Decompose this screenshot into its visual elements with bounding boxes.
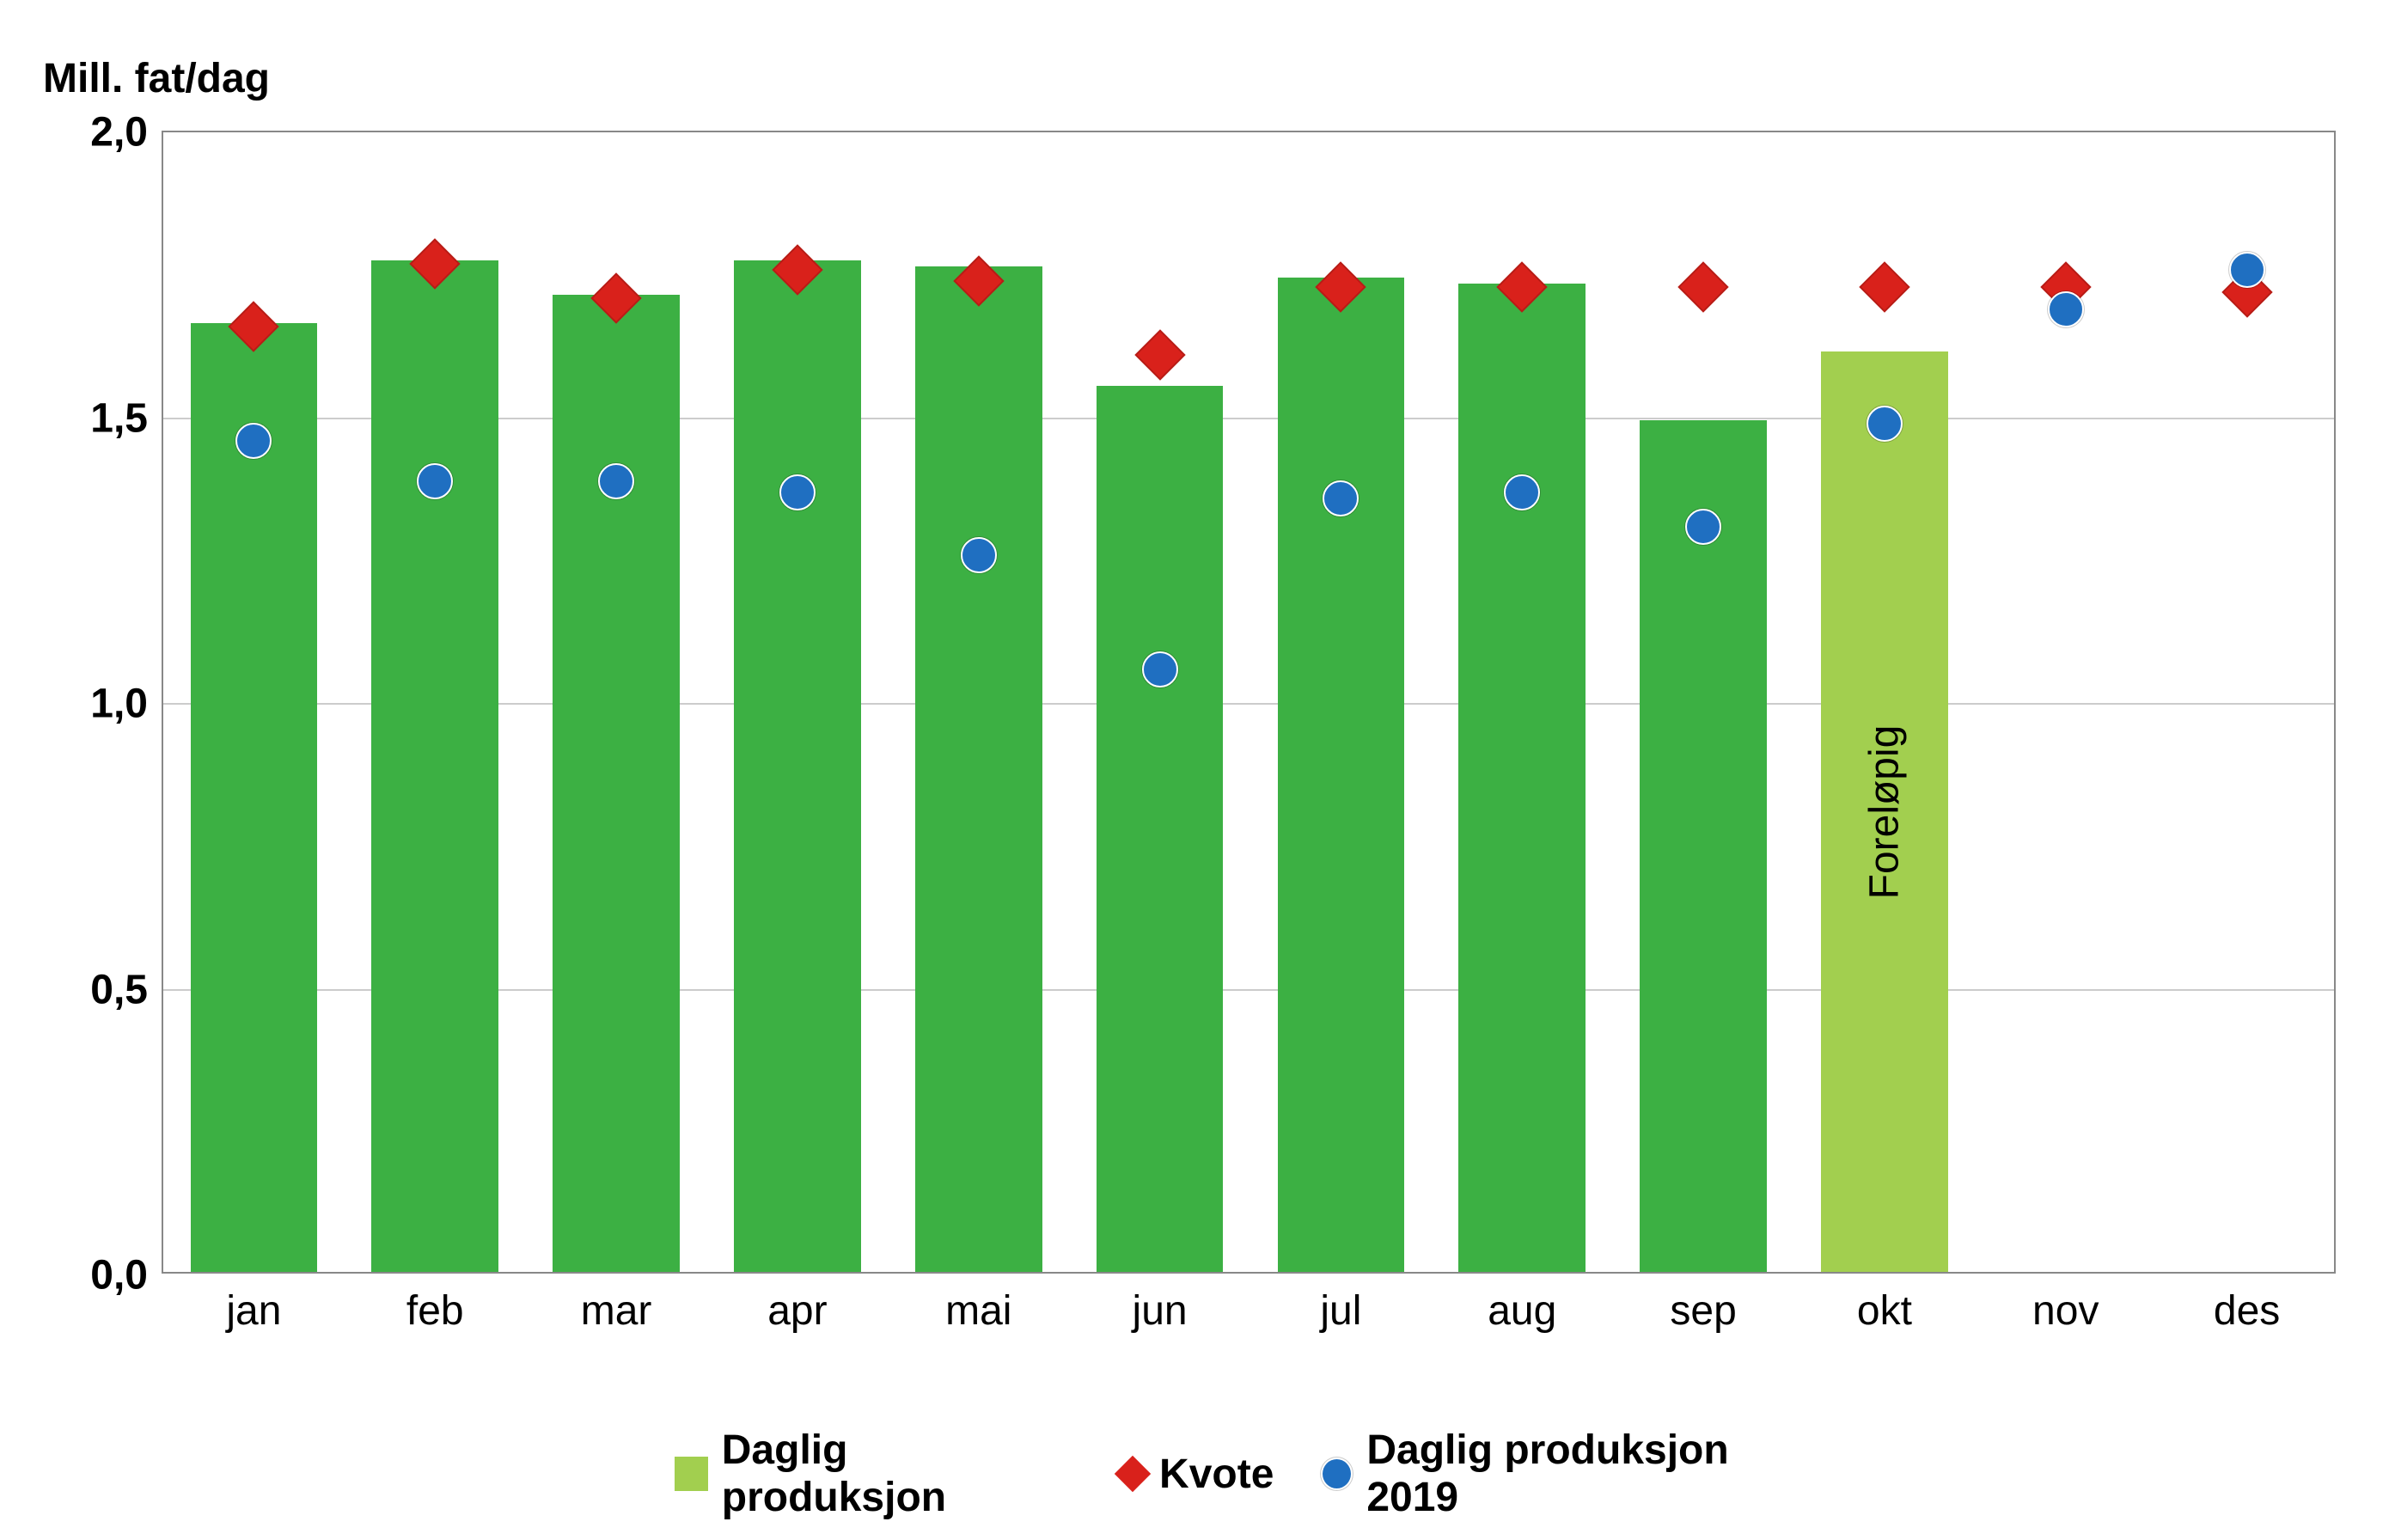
legend-item: Kvote <box>1120 1451 1274 1498</box>
x-tick-label: okt <box>1857 1272 1912 1335</box>
x-tick-label: mar <box>581 1272 652 1335</box>
kvote-marker <box>1677 261 1728 312</box>
bar <box>734 260 861 1272</box>
bar <box>1640 420 1767 1272</box>
prod2019-marker <box>1323 480 1359 516</box>
x-tick-label: des <box>2214 1272 2280 1335</box>
y-tick-label: 0,0 <box>90 1252 163 1299</box>
x-tick-label: jan <box>226 1272 281 1335</box>
bar <box>553 295 680 1272</box>
prod2019-marker <box>1685 509 1721 545</box>
x-tick-label: apr <box>767 1272 827 1335</box>
bar <box>1458 284 1586 1272</box>
prod2019-marker <box>598 463 634 499</box>
legend-label: Daglig produksjon 2019 <box>1366 1427 1818 1521</box>
plot-area: 0,00,51,01,52,0Foreløpigjanfebmaraprmaij… <box>162 131 2336 1274</box>
x-tick-label: aug <box>1488 1272 1556 1335</box>
y-tick-label: 0,5 <box>90 966 163 1013</box>
prod2019-marker <box>2229 252 2265 288</box>
bar-annotation: Foreløpig <box>1860 724 1908 899</box>
legend-swatch-diamond-icon <box>1115 1456 1151 1492</box>
prod2019-marker <box>235 423 272 459</box>
prod2019-marker <box>1142 651 1178 688</box>
prod2019-marker <box>961 537 997 573</box>
legend-item: Daglig produksjon 2019 <box>1321 1427 1818 1521</box>
bar <box>1097 386 1224 1272</box>
bar <box>371 260 498 1272</box>
kvote-marker <box>1134 330 1185 381</box>
prod2019-marker <box>417 463 453 499</box>
bar <box>1278 278 1405 1272</box>
y-tick-label: 1,5 <box>90 394 163 442</box>
legend-swatch-circle-icon <box>1321 1458 1353 1490</box>
y-tick-label: 2,0 <box>90 109 163 156</box>
x-tick-label: jun <box>1133 1272 1188 1335</box>
bar <box>915 266 1042 1272</box>
bar <box>191 323 318 1272</box>
legend-swatch-square-icon <box>675 1457 708 1491</box>
prod2019-marker <box>1504 474 1540 510</box>
prod2019-marker <box>2048 291 2084 327</box>
legend-label: Kvote <box>1159 1451 1274 1498</box>
y-tick-label: 1,0 <box>90 681 163 728</box>
x-tick-label: nov <box>2032 1272 2099 1335</box>
legend-item: Daglig produksjon <box>675 1427 1072 1521</box>
y-axis-title: Mill. fat/dag <box>43 55 270 102</box>
x-tick-label: jul <box>1320 1272 1361 1335</box>
kvote-marker <box>1859 261 1909 312</box>
prod2019-marker <box>779 474 816 510</box>
x-tick-label: feb <box>406 1272 464 1335</box>
legend-label: Daglig produksjon <box>722 1427 1072 1521</box>
x-tick-label: sep <box>1670 1272 1736 1335</box>
x-tick-label: mai <box>945 1272 1011 1335</box>
production-chart: Mill. fat/dag 0,00,51,01,52,0Foreløpigja… <box>0 0 2389 1540</box>
bar: Foreløpig <box>1821 351 1948 1272</box>
prod2019-marker <box>1867 406 1903 442</box>
legend: Daglig produksjon Kvote Daglig produksjon … <box>675 1427 1818 1521</box>
